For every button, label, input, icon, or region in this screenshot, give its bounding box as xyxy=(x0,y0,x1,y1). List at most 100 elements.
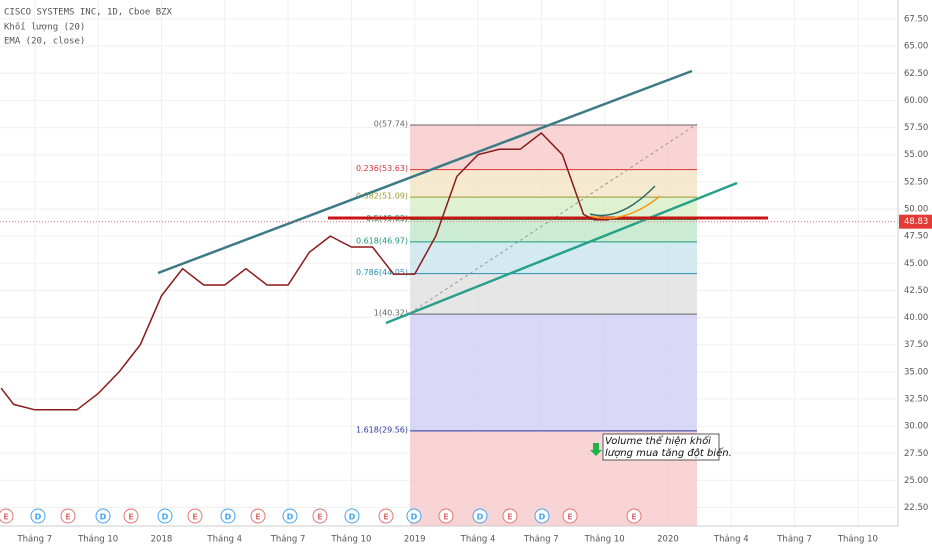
fib-label: 0.618(46.97) xyxy=(356,236,408,245)
price-label: 48.83 xyxy=(904,217,928,227)
y-tick-label: 65.00 xyxy=(904,42,928,52)
y-tick-label: 42.50 xyxy=(904,286,928,296)
x-tick-label: Tháng 7 xyxy=(523,535,559,545)
event-marker xyxy=(60,508,76,524)
y-tick-label: 50.00 xyxy=(904,204,928,214)
y-tick-label: 35.00 xyxy=(904,367,928,377)
event-label: D xyxy=(100,513,107,522)
fib-zone xyxy=(410,273,697,315)
y-tick-label: 55.00 xyxy=(904,150,928,160)
y-tick-label: 27.50 xyxy=(904,449,928,459)
x-tick-label: Tháng 10 xyxy=(837,535,878,545)
fib-zone xyxy=(410,314,697,431)
y-tick-label: 30.00 xyxy=(904,422,928,432)
event-marker xyxy=(344,508,360,524)
event-marker xyxy=(282,508,298,524)
fib-layer: 0(57.74)0.236(53.63)0.382(51.09)0.5(49.0… xyxy=(356,119,697,526)
fib-zone xyxy=(410,169,697,198)
event-marker xyxy=(534,508,550,524)
event-marker xyxy=(187,508,203,524)
x-tick-label: Tháng 7 xyxy=(776,535,812,545)
subtitle: Khối lượng (20) xyxy=(4,22,85,33)
event-marker xyxy=(157,508,173,524)
x-tick-label: 2019 xyxy=(404,535,426,545)
event-marker xyxy=(250,508,266,524)
fib-label: 0(57.74) xyxy=(374,119,408,128)
x-tick-label: Tháng 7 xyxy=(270,535,306,545)
event-label: D xyxy=(349,513,356,522)
event-marker xyxy=(438,508,454,524)
annotation-text: lượng mua tăng đột biến. xyxy=(605,446,732,459)
event-marker xyxy=(502,508,518,524)
event-marker xyxy=(562,508,578,524)
x-tick-label: Tháng 4 xyxy=(460,535,496,545)
y-tick-label: 37.50 xyxy=(904,340,928,350)
event-label: E xyxy=(507,513,512,522)
fib-zone xyxy=(410,124,697,170)
subtitle: EMA (20, close) xyxy=(4,37,85,47)
x-tick-label: Tháng 4 xyxy=(713,535,749,545)
x-tick-label: Tháng 7 xyxy=(16,535,52,545)
y-tick-label: 57.50 xyxy=(904,123,928,133)
fib-label: 1(40.32) xyxy=(374,309,408,318)
price-axis xyxy=(898,0,932,550)
event-marker xyxy=(378,508,394,524)
event-label: D xyxy=(477,513,484,522)
x-tick-label: Tháng 10 xyxy=(330,535,371,545)
event-marker xyxy=(472,508,488,524)
event-label: D xyxy=(411,513,418,522)
time-axis xyxy=(0,526,932,550)
x-tick-label: Tháng 10 xyxy=(584,535,625,545)
event-label: E xyxy=(383,513,388,522)
y-tick-label: 52.50 xyxy=(904,177,928,187)
event-label: D xyxy=(539,513,546,522)
y-tick-label: 60.00 xyxy=(904,96,928,106)
event-label: D xyxy=(225,513,232,522)
fib-zone xyxy=(410,219,697,242)
event-marker xyxy=(95,508,111,524)
plot-layer xyxy=(0,131,898,411)
event-label: D xyxy=(162,513,169,522)
x-tick-label: 2020 xyxy=(657,535,679,545)
x-tick-label: Tháng 4 xyxy=(206,535,242,545)
event-marker xyxy=(406,508,422,524)
event-marker xyxy=(0,508,14,524)
event-marker xyxy=(30,508,46,524)
annotation-box xyxy=(602,433,720,461)
fib-zone xyxy=(410,197,697,220)
event-label: E xyxy=(192,513,197,522)
axis-layer: 22.50 25.00 27.50 30.00 32.50 35.00 37.50 40.00… xyxy=(0,14,932,545)
y-tick-label: 47.50 xyxy=(904,232,928,242)
event-label: E xyxy=(3,513,8,522)
annotation-text: Volume thể hiện khối xyxy=(605,434,711,447)
fib-label: 0.382(51.09) xyxy=(356,192,408,201)
event-label: E xyxy=(255,513,260,522)
price-tag xyxy=(899,214,932,229)
upper-trendline xyxy=(157,69,693,275)
x-tick-label: 2018 xyxy=(151,535,173,545)
fib-label: 0.236(53.63) xyxy=(356,164,408,173)
chart-title: CISCO SYSTEMS INC, 1D, Cboe BZX xyxy=(4,8,173,18)
y-tick-label: 32.50 xyxy=(904,394,928,404)
event-label: E xyxy=(317,513,322,522)
event-marker xyxy=(626,508,642,524)
arrow-icon xyxy=(590,443,602,456)
y-tick-label: 67.50 xyxy=(904,14,928,24)
fib-label: 0.786(44.05) xyxy=(356,268,408,277)
y-tick-label: 45.00 xyxy=(904,259,928,269)
event-marker xyxy=(220,508,236,524)
event-label: E xyxy=(65,513,70,522)
projection-curve xyxy=(589,195,661,219)
y-tick-label: 40.00 xyxy=(904,313,928,323)
event-label: D xyxy=(35,513,42,522)
y-tick-label: 22.50 xyxy=(904,503,928,513)
event-label: E xyxy=(567,513,572,522)
event-marker xyxy=(312,508,328,524)
y-tick-label: 25.00 xyxy=(904,476,928,486)
event-label: E xyxy=(631,513,636,522)
y-tick-label: 62.50 xyxy=(904,69,928,79)
x-tick-label: Tháng 10 xyxy=(77,535,118,545)
fib-label: 1.618(29.56) xyxy=(356,425,408,434)
event-marker xyxy=(123,508,139,524)
